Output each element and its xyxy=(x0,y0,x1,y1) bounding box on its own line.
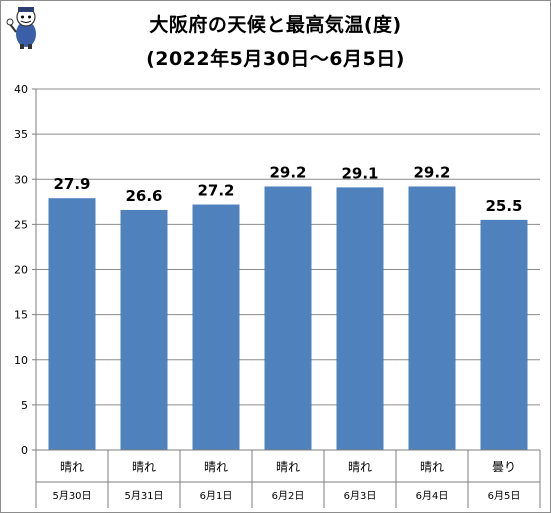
data-label: 29.2 xyxy=(413,163,450,181)
x-tick-label: 6月5日 xyxy=(488,490,521,502)
weather-label: 晴れ xyxy=(204,460,228,474)
x-tick-label: 6月4日 xyxy=(416,490,449,502)
bar xyxy=(408,186,456,450)
data-label: 26.6 xyxy=(125,187,162,205)
x-tick-label: 5月31日 xyxy=(124,490,163,502)
y-tick-label: 20 xyxy=(14,264,28,277)
y-tick-label: 10 xyxy=(14,354,28,367)
x-tick-label: 6月2日 xyxy=(272,490,305,502)
weather-label: 曇り xyxy=(492,460,516,474)
y-tick-label: 35 xyxy=(14,128,28,141)
data-label: 27.2 xyxy=(197,182,234,200)
y-tick-label: 0 xyxy=(21,444,28,457)
bar xyxy=(192,204,240,450)
data-label: 25.5 xyxy=(485,197,522,215)
x-tick-label: 6月1日 xyxy=(200,490,233,502)
data-label: 27.9 xyxy=(53,175,90,193)
bar xyxy=(480,219,528,450)
bar xyxy=(336,187,384,450)
weather-label: 晴れ xyxy=(132,460,156,474)
bar xyxy=(48,198,96,450)
weather-label: 晴れ xyxy=(60,460,84,474)
weather-label: 晴れ xyxy=(276,460,300,474)
chart-subtitle: (2022年5月30日～6月5日) xyxy=(146,48,405,70)
mascot-logo-icon xyxy=(6,7,36,49)
y-tick-label: 25 xyxy=(14,218,28,231)
weather-label: 晴れ xyxy=(348,460,372,474)
x-tick-label: 5月30日 xyxy=(52,490,91,502)
data-label: 29.2 xyxy=(269,163,306,181)
bar xyxy=(120,209,168,450)
chart-title: 大阪府の天候と最高気温(度) xyxy=(149,14,402,36)
y-tick-label: 30 xyxy=(14,173,28,186)
bar xyxy=(264,186,312,450)
weather-label: 晴れ xyxy=(420,460,444,474)
y-tick-label: 5 xyxy=(21,399,28,412)
y-tick-label: 40 xyxy=(14,83,28,96)
y-tick-label: 15 xyxy=(14,309,28,322)
data-label: 29.1 xyxy=(341,164,378,182)
x-tick-label: 6月3日 xyxy=(344,490,377,502)
